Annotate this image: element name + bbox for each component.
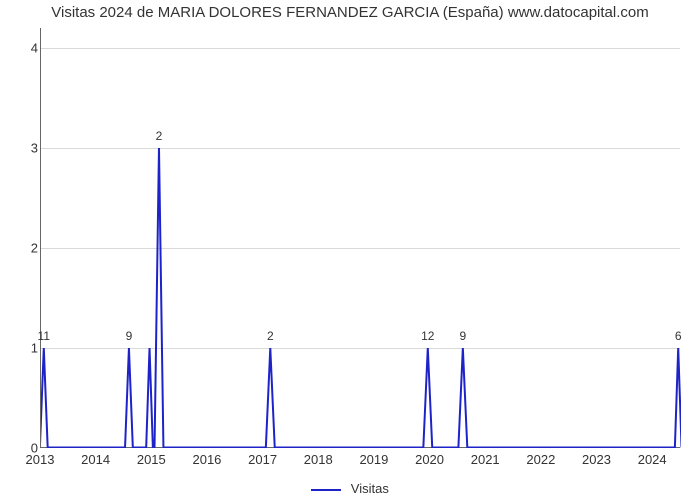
x-tick-label: 2019	[359, 452, 388, 467]
y-tick-label: 4	[8, 41, 38, 56]
y-tick-label: 2	[8, 241, 38, 256]
y-tick-label: 3	[8, 141, 38, 156]
x-tick-label: 2015	[137, 452, 166, 467]
spike-value-label: 11	[38, 329, 50, 343]
x-tick-label: 2014	[81, 452, 110, 467]
gridline-horizontal	[41, 148, 680, 149]
baseline-series	[41, 28, 681, 448]
x-tick-label: 2021	[471, 452, 500, 467]
data-spike	[423, 347, 432, 447]
legend-swatch	[311, 489, 341, 491]
x-tick-label: 2018	[304, 452, 333, 467]
x-tick-label: 2020	[415, 452, 444, 467]
spike-value-label: 9	[459, 329, 466, 343]
x-tick-label: 2017	[248, 452, 277, 467]
gridline-horizontal	[41, 48, 680, 49]
x-tick-label: 2022	[526, 452, 555, 467]
data-spike	[146, 347, 153, 447]
data-spike	[675, 347, 682, 447]
data-spike	[458, 347, 467, 447]
y-tick-label: 1	[8, 341, 38, 356]
data-spike	[266, 347, 275, 447]
legend: Visitas	[0, 481, 700, 496]
spike-value-label: 2	[267, 329, 274, 343]
data-spike	[40, 347, 48, 447]
spike-value-label: 2	[156, 129, 163, 143]
data-spike	[155, 147, 164, 447]
x-tick-label: 2023	[582, 452, 611, 467]
x-tick-label: 2016	[192, 452, 221, 467]
chart-title: Visitas 2024 de MARIA DOLORES FERNANDEZ …	[0, 4, 700, 21]
chart-container: Visitas 2024 de MARIA DOLORES FERNANDEZ …	[0, 0, 700, 500]
legend-label: Visitas	[351, 481, 389, 496]
x-tick-label: 2024	[638, 452, 667, 467]
data-spike	[125, 347, 133, 447]
spike-value-label: 6	[675, 329, 682, 343]
gridline-horizontal	[41, 248, 680, 249]
gridline-horizontal	[41, 348, 680, 349]
x-tick-label: 2013	[26, 452, 55, 467]
plot-area: 11 9 2 2 12 9 6	[40, 28, 680, 448]
spike-value-label: 9	[126, 329, 133, 343]
spike-value-label: 12	[421, 329, 434, 343]
